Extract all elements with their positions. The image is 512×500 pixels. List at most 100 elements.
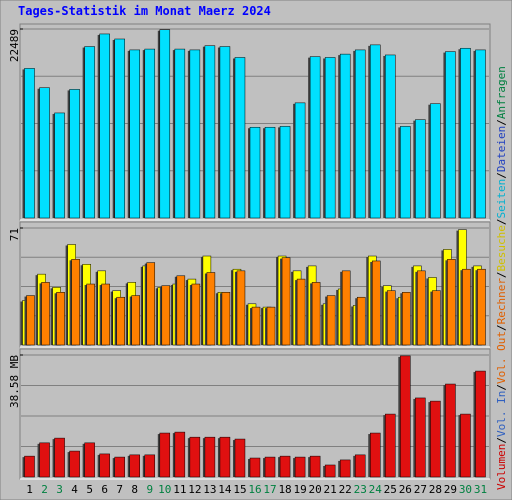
- x-tick-label: 25: [384, 483, 397, 496]
- bar: [84, 442, 95, 478]
- bar: [101, 283, 110, 346]
- bar: [54, 112, 65, 219]
- bar: [279, 455, 291, 478]
- y-tick-label: 22489: [8, 29, 21, 62]
- bar: [159, 29, 171, 219]
- bar: [219, 46, 231, 219]
- x-tick-label: 24: [369, 483, 383, 496]
- bar: [266, 306, 276, 346]
- x-tick-label: 20: [309, 483, 322, 496]
- bar: [131, 295, 140, 346]
- bar: [402, 292, 411, 346]
- bar: [447, 259, 456, 346]
- bar: [264, 126, 276, 219]
- bar: [99, 33, 110, 219]
- bar: [234, 438, 246, 478]
- bar: [415, 119, 426, 219]
- bar: [114, 38, 125, 219]
- bar: [86, 283, 95, 346]
- bar: [385, 54, 396, 219]
- bar: [370, 432, 381, 478]
- bar: [99, 453, 110, 478]
- bar: [324, 57, 336, 219]
- x-tick-label: 7: [116, 483, 123, 496]
- bar: [189, 436, 201, 478]
- bar: [144, 48, 156, 219]
- x-tick-label: 26: [399, 483, 412, 496]
- bar: [400, 355, 411, 478]
- bar: [430, 103, 441, 219]
- bar: [191, 283, 201, 346]
- bar: [204, 45, 216, 219]
- bar: [69, 89, 80, 219]
- legend-entry: Vol. In: [495, 391, 508, 437]
- bar: [204, 436, 216, 478]
- bar: [176, 275, 186, 346]
- bar: [430, 400, 441, 478]
- x-tick-label: 5: [86, 483, 93, 496]
- bar: [417, 270, 426, 346]
- bar: [249, 457, 261, 478]
- bar: [339, 53, 351, 219]
- side-legend: Volumen/Vol. In/Vol. Out/Rechner/Besuche…: [495, 66, 508, 490]
- bar: [249, 126, 261, 219]
- x-tick-label: 3: [56, 483, 63, 496]
- bar: [71, 259, 80, 346]
- legend-separator: /: [495, 384, 508, 391]
- bar: [309, 56, 321, 219]
- bar: [415, 397, 426, 478]
- bar: [174, 48, 186, 219]
- legend-separator: /: [495, 172, 508, 179]
- x-tick-label: 30: [459, 483, 472, 496]
- bar: [236, 270, 246, 346]
- x-tick-label: 4: [71, 483, 78, 496]
- bar: [462, 268, 471, 346]
- bar: [144, 454, 156, 478]
- bar: [477, 268, 486, 346]
- legend-entry: Volumen: [495, 444, 508, 490]
- bar: [294, 456, 306, 478]
- bar: [309, 455, 321, 478]
- legend-entry: Anfragen: [495, 66, 508, 119]
- x-tick-label: 15: [233, 483, 246, 496]
- legend-separator: /: [495, 119, 508, 126]
- bar: [279, 126, 291, 219]
- legend-entry: Rechner: [495, 278, 508, 325]
- bar: [39, 442, 50, 478]
- bar: [26, 295, 35, 346]
- bar: [370, 44, 381, 219]
- bar: [445, 383, 456, 478]
- bar: [174, 431, 186, 478]
- x-tick-label: 11: [173, 483, 186, 496]
- bar: [56, 292, 65, 346]
- bar: [234, 57, 246, 219]
- legend-separator: /: [495, 218, 508, 225]
- bar: [460, 413, 471, 478]
- x-tick-label: 2: [41, 483, 48, 496]
- bar: [354, 49, 366, 219]
- x-tick-label: 29: [444, 483, 457, 496]
- x-tick-label: 8: [131, 483, 138, 496]
- bar: [116, 296, 125, 346]
- x-tick-label: 1: [26, 483, 33, 496]
- bar: [475, 370, 486, 478]
- chart-title: Tages-Statistik im Monat Maerz 2024: [18, 4, 271, 18]
- bar: [281, 257, 291, 346]
- x-tick-label: 14: [218, 483, 232, 496]
- bar: [206, 272, 216, 346]
- y-tick-label: 71: [8, 228, 21, 241]
- legend-entry: Vol. Out: [495, 331, 508, 384]
- bar: [24, 455, 35, 478]
- bar: [294, 102, 306, 219]
- x-tick-label: 6: [101, 483, 108, 496]
- x-tick-label: 31: [474, 483, 487, 496]
- bar: [221, 292, 231, 346]
- bar: [432, 290, 441, 346]
- bar: [385, 413, 396, 478]
- bar: [24, 68, 35, 219]
- bar: [311, 282, 321, 346]
- bar: [264, 456, 276, 478]
- bar: [339, 459, 351, 478]
- x-tick-label: 19: [293, 483, 306, 496]
